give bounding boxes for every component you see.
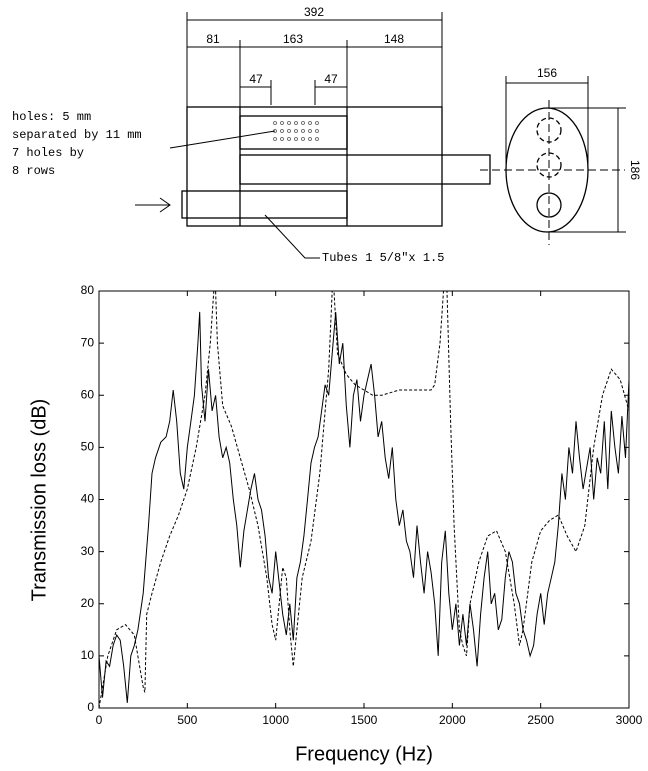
note-line: 8 rows bbox=[12, 164, 55, 178]
x-axis-label: Frequency (Hz) bbox=[295, 743, 433, 765]
dim-label: 186 bbox=[628, 160, 642, 180]
x-tick-label: 3000 bbox=[616, 713, 643, 727]
outlet-tube bbox=[239, 154, 491, 185]
series-line bbox=[99, 291, 629, 708]
y-tick-label: 30 bbox=[81, 544, 95, 558]
x-tick-label: 1000 bbox=[262, 713, 289, 727]
dim-label: 392 bbox=[304, 5, 324, 19]
plot-frame bbox=[98, 290, 630, 709]
muffler-body bbox=[186, 106, 443, 227]
y-tick-label: 80 bbox=[81, 283, 95, 297]
y-tick-label: 0 bbox=[87, 700, 94, 714]
leader-line bbox=[264, 214, 320, 259]
y-axis-label: Transmission loss (dB) bbox=[28, 399, 50, 602]
y-tick-label: 10 bbox=[81, 648, 95, 662]
y-tick-label: 40 bbox=[81, 492, 95, 506]
dim-label: 156 bbox=[537, 66, 557, 80]
note-line: 7 holes by bbox=[12, 146, 84, 160]
dim-label: 81 bbox=[206, 32, 220, 46]
dim-label: 47 bbox=[249, 72, 263, 86]
perforated-tube bbox=[239, 115, 348, 150]
muffler-diagram: 392 81 163 148 47 47 156 186 holes: 5 mm… bbox=[12, 5, 642, 265]
holes bbox=[273, 121, 319, 141]
dim-label: 163 bbox=[283, 32, 303, 46]
leader-line bbox=[169, 130, 276, 149]
tubes-label: Tubes 1 5/8"x 1.5 bbox=[322, 251, 444, 265]
plot-area bbox=[99, 291, 629, 708]
x-tick-label: 1500 bbox=[351, 713, 378, 727]
y-tick-label: 20 bbox=[81, 596, 95, 610]
inlet-tube bbox=[181, 190, 348, 219]
y-tick-label: 60 bbox=[81, 387, 95, 401]
x-tick-label: 500 bbox=[177, 713, 197, 727]
x-tick-label: 2500 bbox=[527, 713, 554, 727]
dim-label: 47 bbox=[324, 72, 338, 86]
note-line: holes: 5 mm bbox=[12, 110, 91, 124]
note-line: separated by 11 mm bbox=[12, 128, 142, 142]
y-tick-label: 50 bbox=[81, 440, 95, 454]
series-line bbox=[99, 311, 629, 703]
flow-arrow-head bbox=[159, 197, 171, 213]
x-tick-label: 0 bbox=[96, 713, 103, 727]
x-tick-label: 2000 bbox=[439, 713, 466, 727]
tube-section bbox=[536, 192, 562, 218]
y-tick-label: 70 bbox=[81, 335, 95, 349]
dim-label: 148 bbox=[384, 32, 404, 46]
